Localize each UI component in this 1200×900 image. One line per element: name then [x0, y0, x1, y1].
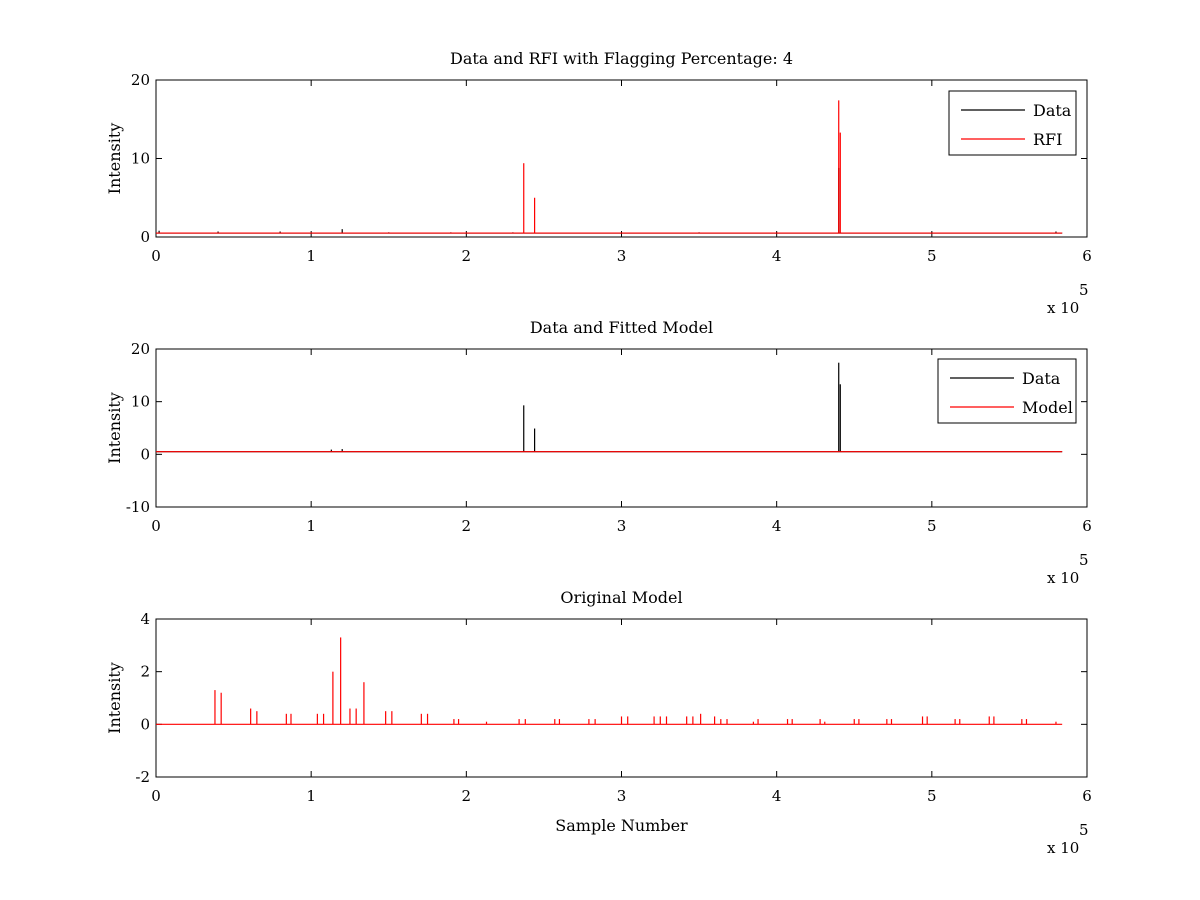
- y-axis-label: Intensity: [105, 392, 124, 464]
- x-tick-label: 3: [617, 517, 627, 535]
- y-tick-label: 10: [131, 150, 150, 168]
- subplot-title: Original Model: [560, 588, 682, 607]
- x-tick-label: 1: [306, 247, 316, 265]
- axes-frame: [155, 79, 1088, 238]
- x-tick-label: 6: [1082, 517, 1092, 535]
- x-tick-label: 0: [151, 247, 161, 265]
- x-multiplier-exponent: 5: [1079, 281, 1089, 299]
- x-tick-label: 6: [1082, 787, 1092, 805]
- y-tick-label: 0: [140, 445, 150, 463]
- y-tick-label: 0: [140, 228, 150, 246]
- series-data: [156, 167, 1063, 234]
- series-rfi: [156, 100, 1063, 234]
- x-tick-label: 3: [617, 247, 627, 265]
- legend-entry-label: Data: [1033, 101, 1072, 120]
- y-axis-label: Intensity: [105, 123, 124, 195]
- series-data: [156, 362, 1063, 453]
- subplot-original-model: Original Model Intensity Sample Number x…: [105, 588, 1092, 857]
- y-tick-label: -10: [126, 498, 150, 516]
- y-tick-label: -2: [135, 768, 150, 786]
- y-tick-label: 20: [131, 71, 150, 89]
- axes-frame: [155, 618, 1088, 778]
- x-tick-label: 0: [151, 787, 161, 805]
- subplot-fitted-model: Data and Fitted Model Intensity x 10 5 D…: [105, 318, 1092, 587]
- x-multiplier-label: x 10: [1047, 569, 1079, 587]
- y-tick-label: 10: [131, 393, 150, 411]
- y-tick-label: 2: [140, 663, 150, 681]
- legend: Data RFI: [948, 90, 1077, 156]
- legend-entry-label: RFI: [1033, 130, 1062, 149]
- x-tick-label: 0: [151, 517, 161, 535]
- x-multiplier-label: x 10: [1047, 839, 1079, 857]
- x-multiplier-exponent: 5: [1079, 551, 1089, 569]
- x-tick-label: 2: [462, 247, 472, 265]
- x-tick-label: 4: [772, 787, 782, 805]
- y-tick-label: 4: [140, 610, 150, 628]
- x-tick-label: 1: [306, 517, 316, 535]
- x-tick-label: 5: [927, 517, 937, 535]
- subplot-title: Data and RFI with Flagging Percentage: 4: [450, 49, 793, 68]
- x-multiplier-exponent: 5: [1079, 821, 1089, 839]
- y-tick-label: 20: [131, 340, 150, 358]
- y-axis-label: Intensity: [105, 662, 124, 734]
- x-tick-label: 4: [772, 517, 782, 535]
- series-model: [156, 637, 1063, 725]
- x-tick-label: 3: [617, 787, 627, 805]
- subplot-rfi-flagging: Data and RFI with Flagging Percentage: 4…: [105, 49, 1092, 317]
- legend-box: [937, 358, 1077, 424]
- x-tick-label: 6: [1082, 247, 1092, 265]
- x-axis-label: Sample Number: [555, 816, 688, 835]
- x-tick-label: 2: [462, 787, 472, 805]
- x-multiplier-label: x 10: [1047, 299, 1079, 317]
- x-tick-label: 5: [927, 247, 937, 265]
- legend-entry-label: Data: [1022, 369, 1061, 388]
- x-tick-label: 2: [462, 517, 472, 535]
- x-tick-label: 4: [772, 247, 782, 265]
- legend-entry-label: Model: [1022, 398, 1073, 417]
- legend-box: [948, 90, 1077, 156]
- x-tick-label: 1: [306, 787, 316, 805]
- legend: Data Model: [937, 358, 1077, 424]
- y-tick-label: 0: [140, 715, 150, 733]
- subplot-title: Data and Fitted Model: [530, 318, 713, 337]
- x-tick-label: 5: [927, 787, 937, 805]
